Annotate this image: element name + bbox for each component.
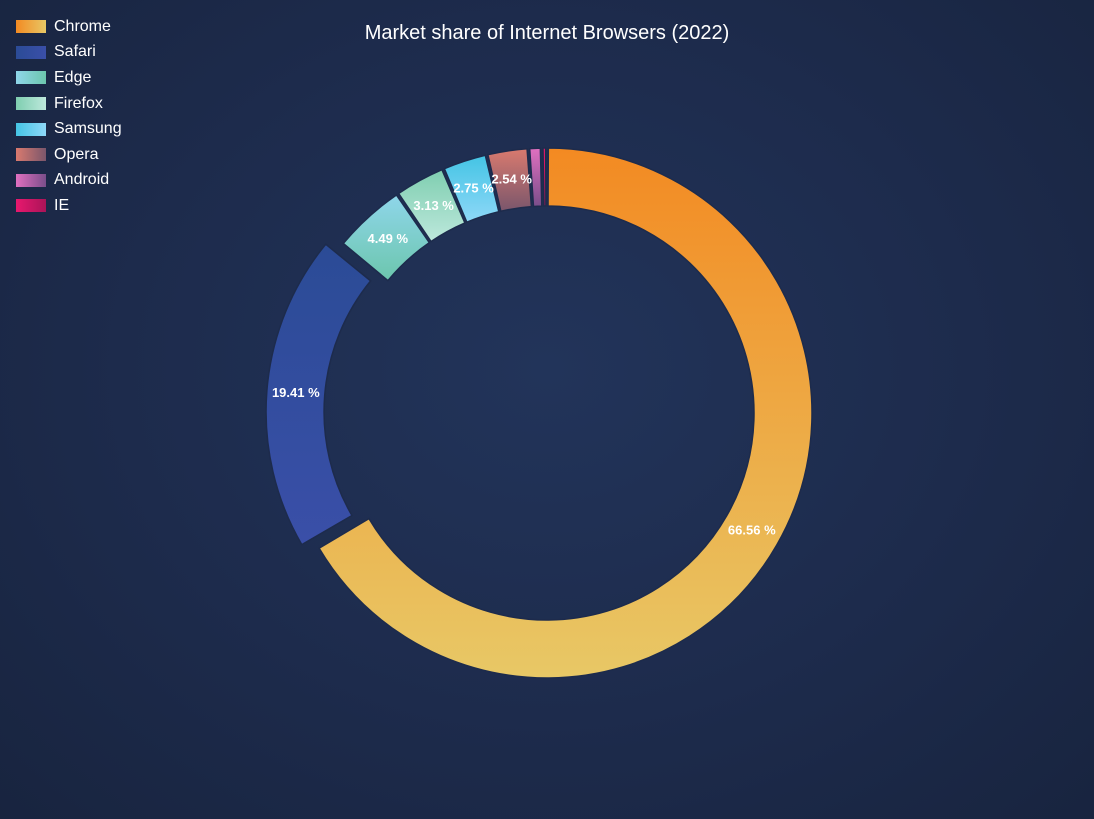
legend-label: Edge (54, 68, 92, 86)
legend-item-samsung[interactable]: Samsung (16, 116, 122, 142)
legend-swatch-ie (16, 199, 46, 213)
legend-label: IE (54, 196, 70, 214)
data-label-chrome: 66.56 % (728, 522, 776, 537)
slice-edge[interactable] (342, 193, 431, 282)
slice-opera[interactable] (486, 147, 533, 213)
legend-swatch-chrome (16, 20, 46, 34)
legend-item-ie[interactable]: IE (16, 193, 122, 219)
legend-swatch-samsung (16, 122, 46, 136)
legend-label: Opera (54, 145, 99, 163)
chart-title: Market share of Internet Browsers (2022) (364, 22, 730, 44)
legend-swatch-opera (16, 148, 46, 162)
legend-swatch-safari (16, 45, 46, 59)
legend-item-safari[interactable]: Safari (16, 40, 122, 66)
slice-ie[interactable] (542, 147, 547, 207)
slice-samsung[interactable] (443, 154, 500, 224)
legend-label: Firefox (54, 94, 103, 112)
legend-swatch-android (16, 173, 46, 187)
legend-label: Android (54, 171, 110, 189)
slice-safari[interactable] (265, 243, 372, 546)
legend-item-edge[interactable]: Edge (16, 65, 122, 91)
data-label-safari: 19.41 % (272, 385, 320, 400)
slice-firefox[interactable] (397, 168, 466, 243)
legend: Chrome Safari Edge Firefox Samsung Opera Andro… (16, 14, 122, 219)
legend-label: Safari (54, 43, 96, 61)
legend-item-firefox[interactable]: Firefox (16, 91, 122, 117)
legend-item-opera[interactable]: Opera (16, 142, 122, 168)
legend-swatch-firefox (16, 97, 46, 111)
legend-label: Samsung (54, 120, 122, 138)
data-label-edge: 4.49 % (368, 231, 409, 246)
slice-chrome[interactable] (318, 147, 813, 679)
legend-label: Chrome (54, 17, 111, 35)
legend-item-chrome[interactable]: Chrome (16, 14, 122, 40)
data-label-firefox: 3.13 % (413, 198, 454, 213)
slice-android[interactable] (528, 147, 543, 208)
data-label-opera: 2.54 % (491, 172, 532, 187)
legend-swatch-edge (16, 71, 46, 85)
legend-item-android[interactable]: Android (16, 168, 122, 194)
data-label-samsung: 2.75 % (453, 181, 494, 196)
